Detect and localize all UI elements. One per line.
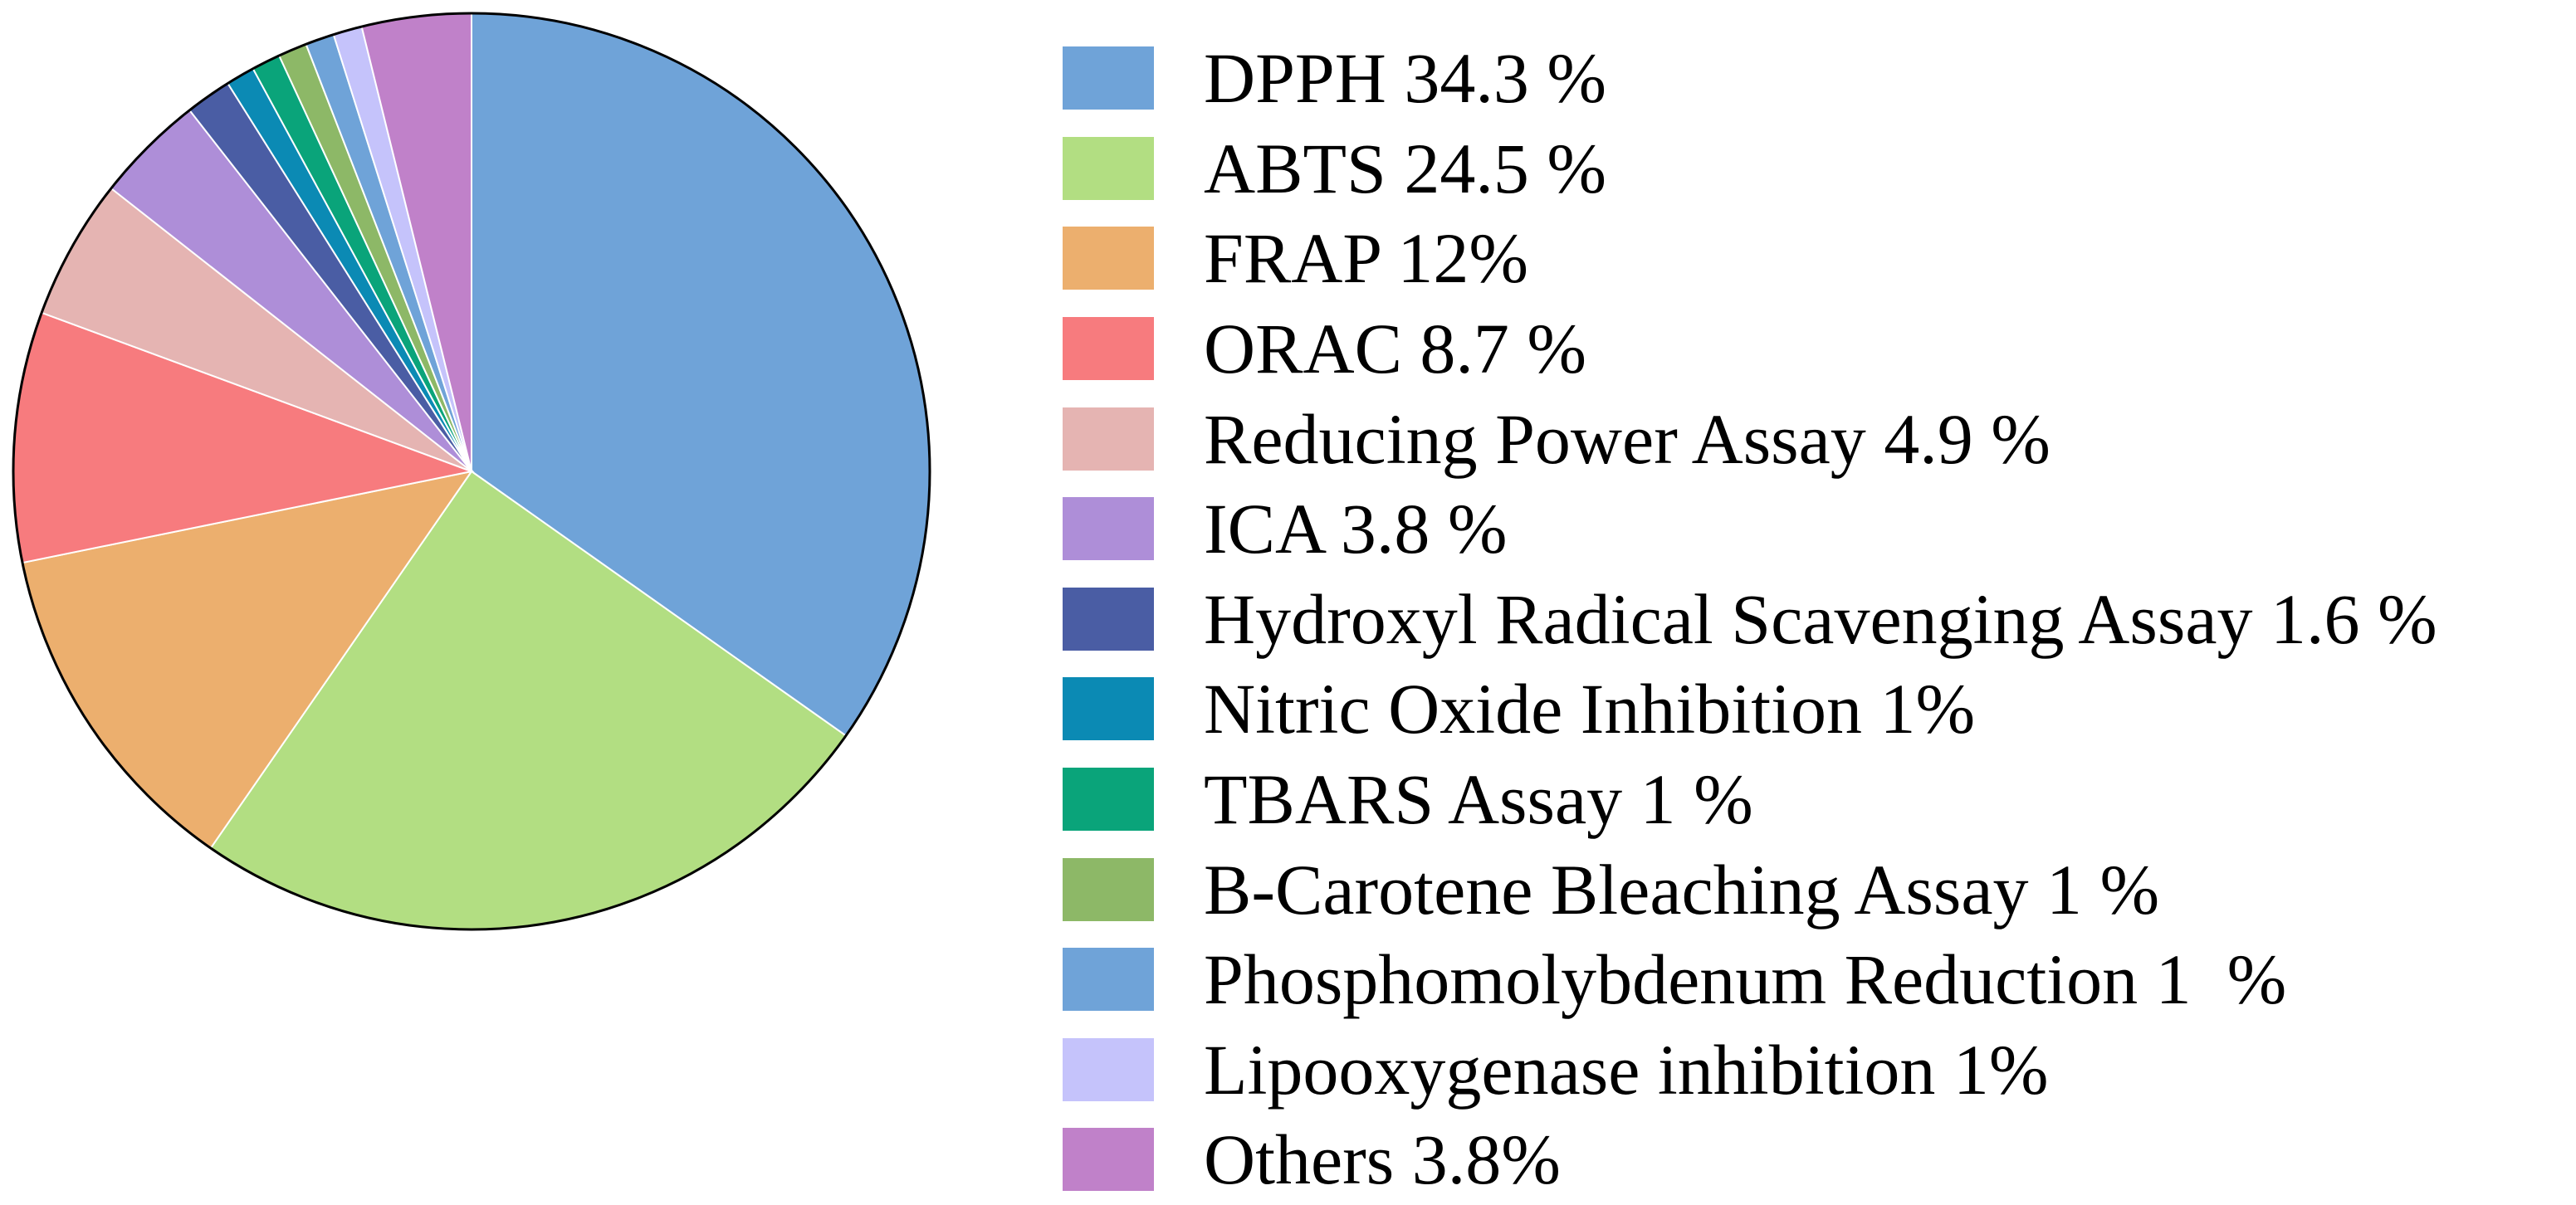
legend-item: Hydroxyl Radical Scavenging Assay 1.6 % (1063, 574, 2565, 665)
legend-swatch (1063, 857, 1154, 921)
legend-swatch (1063, 497, 1154, 561)
legend-label: Hydroxyl Radical Scavenging Assay 1.6 % (1204, 578, 2437, 659)
legend-swatch (1063, 768, 1154, 832)
legend-item: B-Carotene Bleaching Assay 1 % (1063, 844, 2565, 934)
legend-swatch (1063, 407, 1154, 471)
legend: DPPH 34.3 % ABTS 24.5 % FRAP 12% ORAC 8.7 %… (1063, 33, 2565, 1205)
legend-label: ICA 3.8 % (1204, 489, 1508, 569)
legend-label: Nitric Oxide Inhibition 1% (1204, 669, 1976, 749)
legend-label: Others 3.8% (1204, 1120, 1561, 1200)
legend-item: Others 3.8% (1063, 1115, 2565, 1205)
legend-swatch (1063, 587, 1154, 651)
legend-swatch (1063, 317, 1154, 381)
legend-item: Phosphomolybdenum Reduction 1 % (1063, 934, 2565, 1025)
legend-label: FRAP 12% (1204, 218, 1529, 299)
legend-item: FRAP 12% (1063, 213, 2565, 304)
legend-item: Reducing Power Assay 4.9 % (1063, 393, 2565, 484)
legend-swatch (1063, 1037, 1154, 1101)
legend-label: Lipooxygenase inhibition 1% (1204, 1029, 2049, 1110)
legend-label: B-Carotene Bleaching Assay 1 % (1204, 849, 2160, 929)
legend-label: DPPH 34.3 % (1204, 38, 1607, 119)
legend-item: ORAC 8.7 % (1063, 304, 2565, 394)
legend-swatch (1063, 46, 1154, 110)
legend-swatch (1063, 948, 1154, 1012)
pie-outline (12, 12, 931, 931)
legend-item: ABTS 24.5 % (1063, 124, 2565, 214)
legend-label: ORAC 8.7 % (1204, 309, 1587, 389)
legend-label: Reducing Power Assay 4.9 % (1204, 398, 2051, 479)
legend-label: ABTS 24.5 % (1204, 128, 1606, 208)
legend-item: TBARS Assay 1 % (1063, 754, 2565, 845)
legend-swatch (1063, 136, 1154, 200)
legend-swatch (1063, 677, 1154, 741)
legend-label: TBARS Assay 1 % (1204, 759, 1753, 840)
legend-item: ICA 3.8 % (1063, 484, 2565, 574)
legend-item: Nitric Oxide Inhibition 1% (1063, 664, 2565, 754)
legend-swatch (1063, 227, 1154, 290)
legend-item: Lipooxygenase inhibition 1% (1063, 1025, 2565, 1115)
pie-plot (12, 12, 931, 931)
legend-swatch (1063, 1128, 1154, 1192)
legend-item: DPPH 34.3 % (1063, 33, 2565, 124)
legend-label: Phosphomolybdenum Reduction 1 % (1204, 939, 2287, 1020)
